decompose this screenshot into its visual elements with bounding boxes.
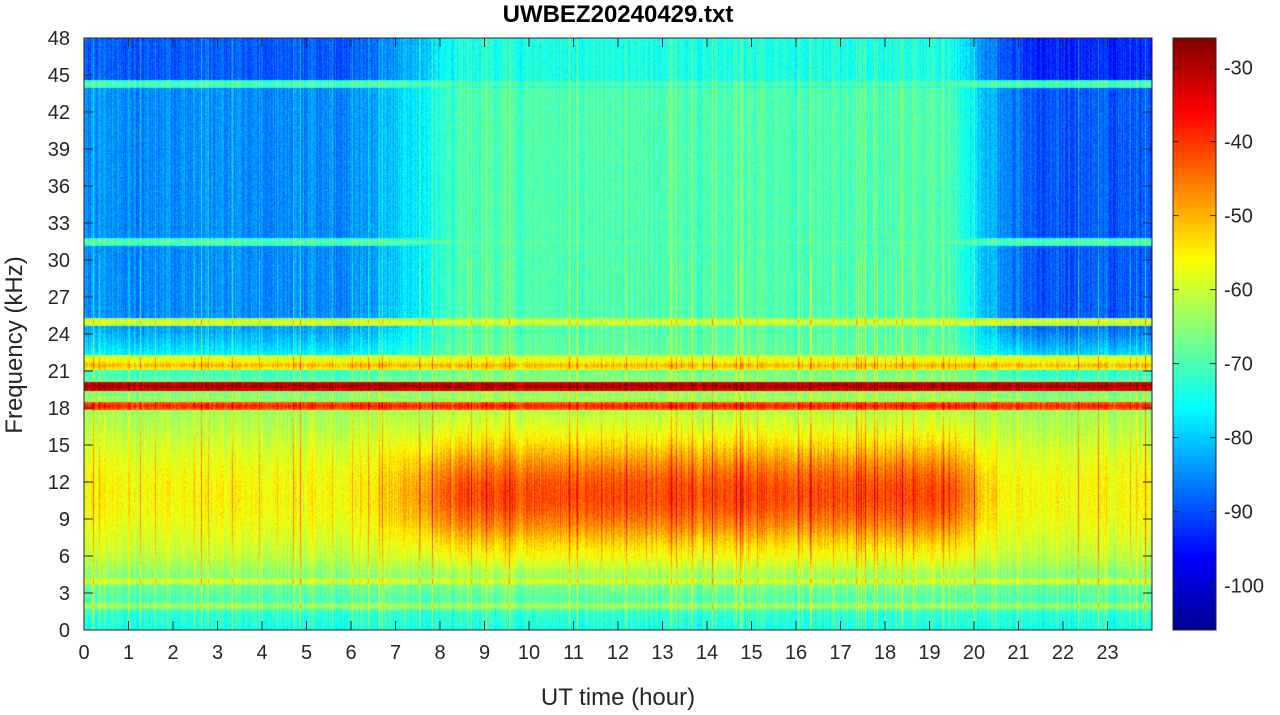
x-tick-label: 10 [518, 642, 540, 664]
x-tick-label: 12 [607, 642, 629, 664]
y-tick-label: 6 [59, 546, 70, 568]
colorbar-ticks: -30 -40 -50 -60 -70 -80 -90 -100 [1173, 58, 1264, 598]
y-tick-label: 30 [48, 250, 70, 272]
x-tick-label: 3 [212, 642, 223, 664]
x-tick-label: 17 [829, 642, 851, 664]
y-tick-label: 3 [59, 583, 70, 605]
x-tick-label: 20 [963, 642, 985, 664]
y-tick-label: 18 [48, 398, 70, 420]
y-tick-label: 9 [59, 509, 70, 531]
y-tick-label: 27 [48, 287, 70, 309]
y-tick-label: 45 [48, 65, 70, 87]
colorbar-tick-label: -100 [1224, 576, 1264, 598]
x-tick-label: 8 [434, 642, 445, 664]
x-tick-label: 14 [696, 642, 718, 664]
y-tick-label: 0 [59, 620, 70, 642]
x-tick-label: 23 [1096, 642, 1118, 664]
y-axis-label: Frequency (kHz) [1, 256, 28, 433]
y-tick-label: 15 [48, 435, 70, 457]
x-tick-label: 18 [874, 642, 896, 664]
x-axis-label: UT time (hour) [541, 684, 695, 711]
x-tick-label: 7 [390, 642, 401, 664]
x-axis-ticks: 0 1 2 3 4 5 6 7 8 9 10 11 12 13 14 15 16 17 18 19 20 21 22 23 [78, 38, 1119, 664]
x-tick-label: 15 [740, 642, 762, 664]
x-tick-label: 6 [345, 642, 356, 664]
colorbar-gradient [1172, 37, 1217, 631]
x-tick-label: 16 [785, 642, 807, 664]
x-tick-label: 19 [918, 642, 940, 664]
colorbar-tick-label: -70 [1224, 354, 1253, 376]
y-tick-label: 33 [48, 213, 70, 235]
colorbar-tick-label: -40 [1224, 132, 1253, 154]
colorbar-tick-label: -50 [1224, 206, 1253, 228]
y-tick-label: 12 [48, 472, 70, 494]
colorbar-tick-label: -30 [1224, 58, 1253, 80]
y-tick-label: 24 [48, 324, 70, 346]
x-tick-label: 5 [301, 642, 312, 664]
x-tick-label: 2 [167, 642, 178, 664]
x-tick-label: 21 [1007, 642, 1029, 664]
y-tick-label: 48 [48, 28, 70, 50]
x-tick-label: 1 [123, 642, 134, 664]
y-tick-label: 36 [48, 176, 70, 198]
x-tick-label: 13 [651, 642, 673, 664]
spectrogram-image [84, 38, 1152, 630]
y-tick-label: 39 [48, 139, 70, 161]
x-tick-label: 0 [78, 642, 89, 664]
chart-title: UWBEZ20240429.txt [503, 1, 734, 28]
x-tick-label: 9 [479, 642, 490, 664]
x-tick-label: 22 [1052, 642, 1074, 664]
x-tick-label: 11 [563, 642, 584, 664]
colorbar-tick-label: -90 [1224, 502, 1253, 524]
colorbar-tick-label: -80 [1224, 428, 1253, 450]
colorbar-tick-label: -60 [1224, 280, 1253, 302]
x-tick-label: 4 [256, 642, 267, 664]
y-tick-label: 42 [48, 102, 70, 124]
colorbar: -30 -40 -50 -60 -70 -80 -90 -100 [1172, 37, 1264, 631]
y-tick-label: 21 [48, 361, 70, 383]
